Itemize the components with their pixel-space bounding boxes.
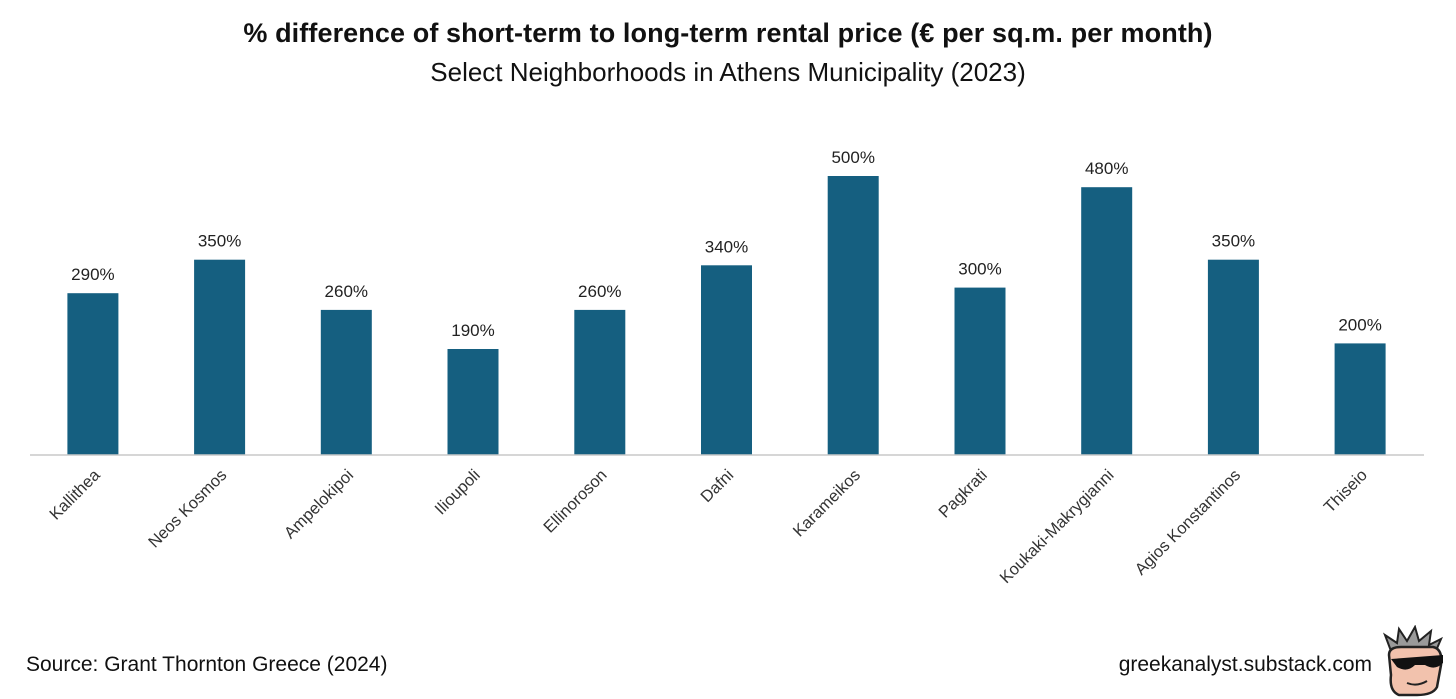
data-label: 300% <box>958 260 1001 279</box>
x-tick-label: Thiseio <box>1321 466 1371 516</box>
bar-karameikos <box>827 176 879 455</box>
data-label: 190% <box>451 321 494 340</box>
chart-subtitle: Select Neighborhoods in Athens Municipal… <box>430 57 1026 87</box>
bar-agios-konstantinos <box>1207 259 1259 455</box>
sunglasses-avatar-icon <box>1382 625 1443 697</box>
x-tick-label: Koukaki-Makrygianni <box>997 466 1118 587</box>
x-tick-label: Pagkrati <box>935 466 991 522</box>
data-label: 200% <box>1338 315 1381 334</box>
x-tick-label: Dafni <box>697 466 737 506</box>
data-labels-group: 290% 350% 260% 190% 260% 340% 500% 300% 480% 350%… <box>71 148 1382 340</box>
source-note: Source: Grant Thornton Greece (2024) <box>26 653 388 676</box>
bar-ilioupoli <box>447 349 499 455</box>
bar-dafni <box>701 265 752 455</box>
x-tick-label: Karameikos <box>790 466 864 540</box>
data-label: 350% <box>198 232 241 251</box>
x-tick-label: Neos Kosmos <box>145 466 230 551</box>
data-label: 260% <box>578 282 621 301</box>
bar-ellinoroson <box>574 309 626 455</box>
data-label: 500% <box>831 148 874 167</box>
x-tick-label: Agios Konstantinos <box>1132 466 1245 579</box>
x-tick-label: Kallithea <box>46 466 104 524</box>
x-tick-labels-group: Kallithea Neos Kosmos Ampelokipoi Ilioupoli… <box>46 466 1371 588</box>
bar-koukaki-makrygianni <box>1081 187 1133 455</box>
x-tick-label: Ampelokipoi <box>281 466 357 542</box>
x-tick-label: Ilioupoli <box>432 466 484 518</box>
data-label: 340% <box>705 237 748 256</box>
data-label: 260% <box>325 282 368 301</box>
credit-text: greekanalyst.substack.com <box>1118 653 1372 676</box>
bars-group <box>67 176 1386 455</box>
bar-thiseio <box>1334 343 1386 455</box>
chart-title: % difference of short-term to long-term … <box>243 18 1213 48</box>
bar-neos-kosmos <box>194 259 246 455</box>
bar-pagkrati <box>954 287 1006 455</box>
bar-ampelokipoi <box>320 309 372 455</box>
x-tick-label: Ellinoroson <box>540 466 610 536</box>
data-label: 480% <box>1085 159 1128 178</box>
data-label: 290% <box>71 265 114 284</box>
bar-kallithea <box>67 293 119 455</box>
data-label: 350% <box>1212 232 1255 251</box>
